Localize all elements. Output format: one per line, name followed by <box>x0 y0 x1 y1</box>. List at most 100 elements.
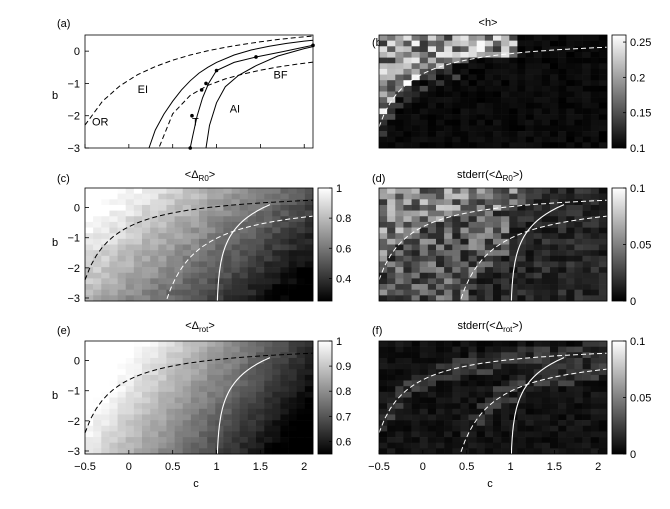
heatmap-cell <box>304 210 314 217</box>
heatmap-cell <box>125 425 135 432</box>
heatmap-cell <box>452 278 461 285</box>
heatmap-cell <box>509 397 518 404</box>
heatmap-cell <box>598 74 608 81</box>
heatmap-cell <box>598 341 608 347</box>
heatmap-cell <box>288 295 298 302</box>
heatmap-cell <box>444 420 453 427</box>
heatmap-cell <box>411 57 421 64</box>
panel-e-heatmap <box>85 341 314 455</box>
heatmap-cell <box>109 289 118 296</box>
heatmap-cell <box>223 341 232 347</box>
heatmap-cell <box>460 35 469 41</box>
heatmap-cell <box>256 420 265 427</box>
heatmap-cell <box>239 289 249 296</box>
panel-f-xtick-label-4: 1.5 <box>547 461 562 473</box>
heatmap-cell <box>436 51 445 58</box>
heatmap-cell <box>182 216 192 223</box>
heatmap-cell <box>142 346 151 353</box>
heatmap-cell <box>566 442 575 449</box>
heatmap-cell <box>379 250 388 257</box>
heatmap-cell <box>272 442 281 449</box>
panel-b-colorbar-scale <box>611 34 627 149</box>
heatmap-cell <box>598 131 608 137</box>
heatmap-cell <box>182 221 192 228</box>
heatmap-cell <box>93 216 102 223</box>
heatmap-cell <box>93 221 102 228</box>
heatmap-cell <box>223 386 232 393</box>
panel-f-axes <box>378 340 608 455</box>
heatmap-cell <box>582 119 592 126</box>
heatmap-cell <box>239 199 249 206</box>
panel-a-ytick-label-3: −3 <box>67 143 80 155</box>
heatmap-cell <box>239 414 249 421</box>
heatmap-cell <box>395 131 404 137</box>
panel-e-colorbar-label-3: 0.7 <box>336 411 351 423</box>
heatmap-cell <box>452 68 461 75</box>
heatmap-cell <box>574 397 583 404</box>
heatmap-cell <box>590 295 600 302</box>
heatmap-cell <box>501 255 510 262</box>
heatmap-cell <box>566 204 575 211</box>
heatmap-cell <box>590 363 600 370</box>
heatmap-cell <box>403 119 412 126</box>
heatmap-cell <box>403 442 412 449</box>
heatmap-cell <box>199 250 208 257</box>
heatmap-cell <box>582 193 592 200</box>
heatmap-cell <box>525 284 535 290</box>
heatmap-cell <box>215 341 224 347</box>
heatmap-cell <box>436 74 445 81</box>
heatmap-cell <box>93 397 102 404</box>
panel-b: (b) <h> 0.250.20.150.1 <box>372 17 651 155</box>
heatmap-cell <box>436 346 445 353</box>
heatmap-cell <box>379 425 388 432</box>
heatmap-cell <box>142 380 151 387</box>
heatmap-cell <box>207 442 216 449</box>
heatmap-cell <box>484 102 494 109</box>
heatmap-cell <box>174 431 184 438</box>
heatmap-cell <box>272 363 281 370</box>
heatmap-cell <box>452 255 461 262</box>
heatmap-cell <box>304 374 314 381</box>
heatmap-cell <box>264 408 273 415</box>
heatmap-cell <box>598 238 608 245</box>
heatmap-cell <box>231 431 241 438</box>
heatmap-cell <box>558 204 567 211</box>
heatmap-cell <box>85 188 94 194</box>
heatmap-cell <box>460 244 469 251</box>
heatmap-cell <box>541 131 551 137</box>
heatmap-cell <box>590 244 600 251</box>
heatmap-cell <box>468 272 478 279</box>
heatmap-cell <box>109 437 118 443</box>
heatmap-cell <box>427 397 437 404</box>
heatmap-cell <box>533 204 543 211</box>
heatmap-cell <box>476 278 486 285</box>
heatmap-cell <box>590 374 600 381</box>
heatmap-cell <box>468 85 478 92</box>
heatmap-cell <box>484 233 494 240</box>
heatmap-cell <box>550 102 559 109</box>
heatmap-cell <box>452 261 461 268</box>
heatmap-cell <box>419 437 429 443</box>
heatmap-cell <box>379 68 388 75</box>
panel-f-label: (f) <box>372 325 382 337</box>
heatmap-cell <box>460 272 469 279</box>
heatmap-cell <box>247 374 257 381</box>
heatmap-cell <box>296 341 306 347</box>
heatmap-cell <box>476 284 486 290</box>
heatmap-cell <box>493 142 502 149</box>
heatmap-cell <box>566 114 575 121</box>
heatmap-cell <box>484 391 494 398</box>
heatmap-cell <box>142 284 151 290</box>
heatmap-cell <box>125 261 135 268</box>
heatmap-cell <box>517 125 526 132</box>
heatmap-cell <box>566 420 575 427</box>
heatmap-cell <box>387 108 396 115</box>
heatmap-cell <box>574 408 583 415</box>
heatmap-cell <box>550 420 559 427</box>
heatmap-cell <box>436 414 445 421</box>
heatmap-cell <box>280 341 289 347</box>
heatmap-cell <box>190 221 200 228</box>
heatmap-cell <box>541 346 551 353</box>
heatmap-cell <box>207 193 216 200</box>
heatmap-cell <box>166 380 175 387</box>
